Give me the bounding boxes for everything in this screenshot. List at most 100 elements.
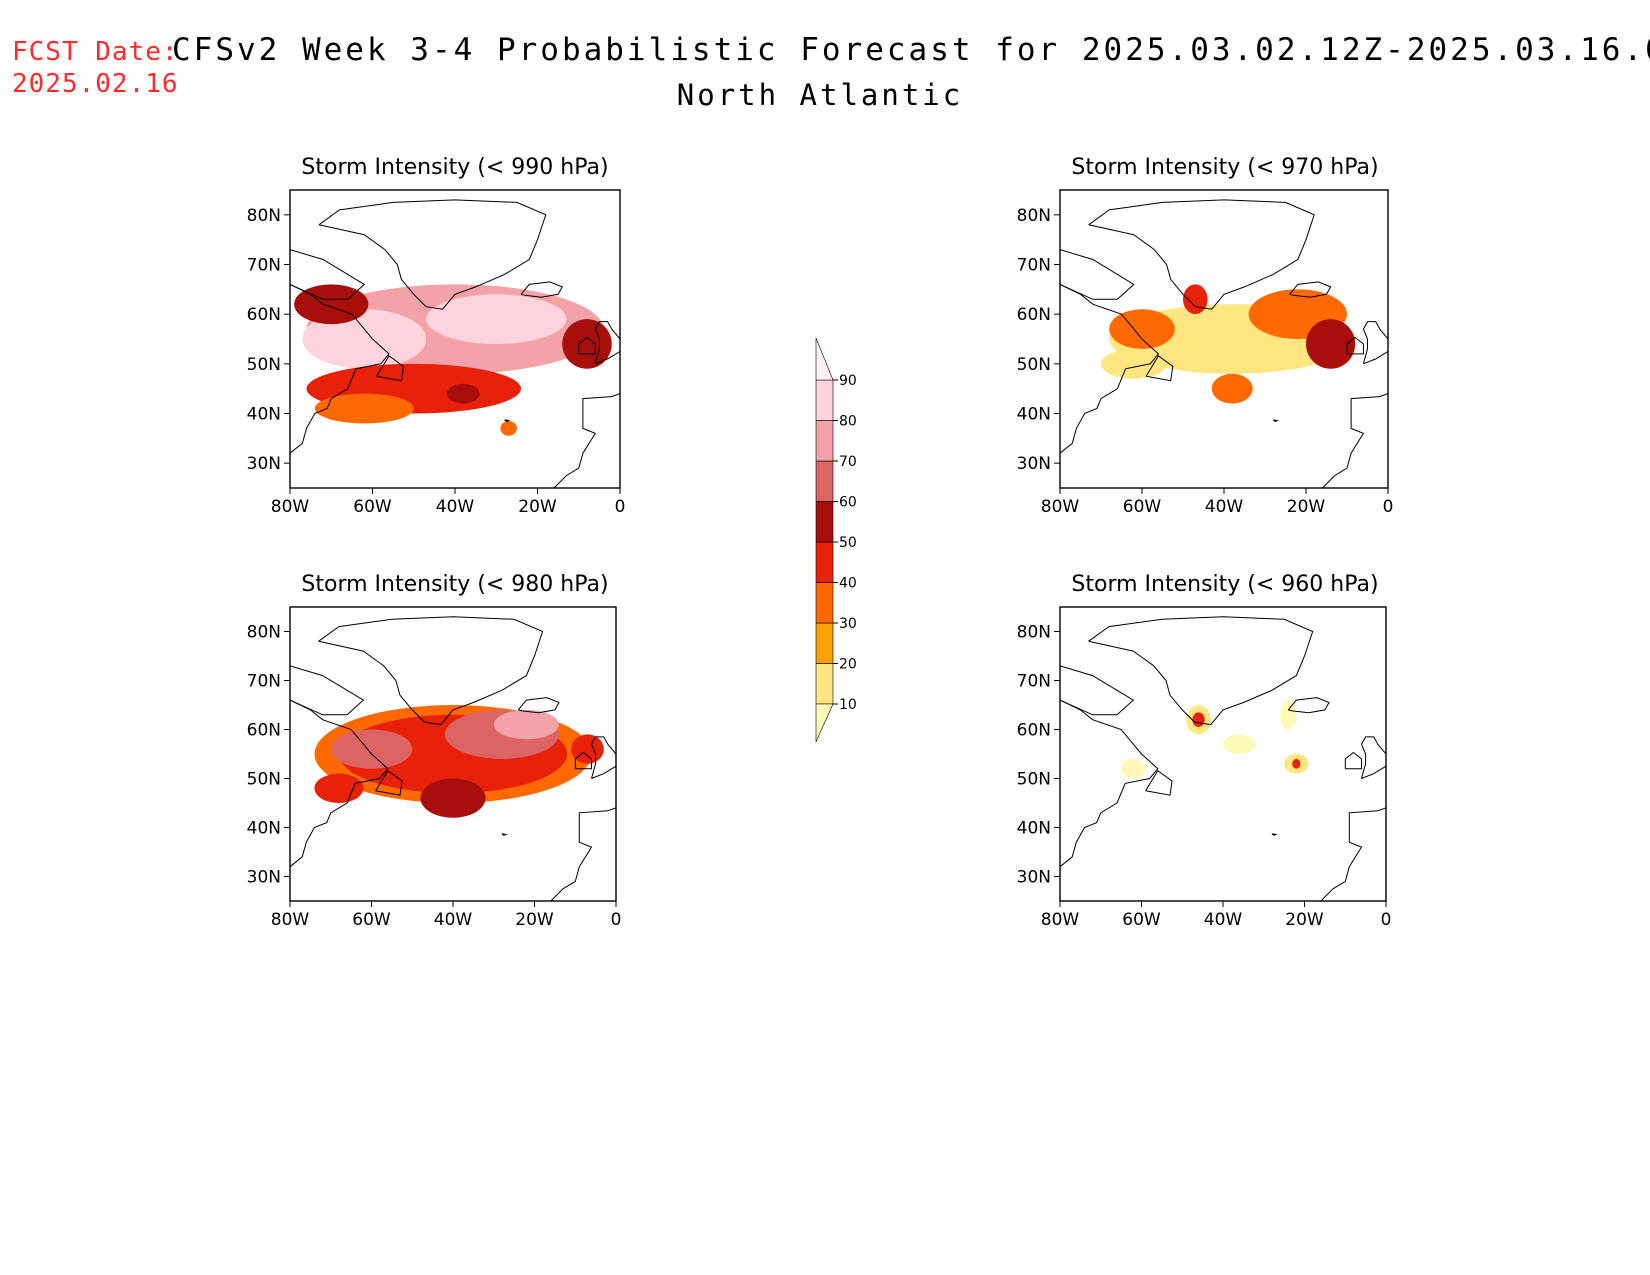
page-title: CFSv2 Week 3-4 Probabilistic Forecast fo…: [172, 32, 1650, 68]
colorbar-label: 80: [839, 414, 857, 430]
colorbar-label: 40: [839, 576, 857, 592]
lon-tick-label: 20W: [518, 497, 557, 517]
colorbar-label: 50: [839, 535, 857, 551]
lon-tick-label: 0: [1383, 497, 1394, 517]
colorbar-swatch: [815, 582, 834, 624]
forecast-date-block: FCST Date: 2025.02.16: [12, 36, 179, 100]
lat-tick-label: 50N: [1017, 770, 1051, 790]
probability-contour: [314, 773, 364, 803]
probability-contour: [1292, 758, 1301, 769]
lat-tick-label: 80N: [247, 623, 281, 643]
lat-tick-label: 40N: [1017, 819, 1051, 839]
colorbar-swatch: [815, 420, 834, 462]
coastline: [1060, 199, 1388, 488]
lon-tick-label: 40W: [1204, 910, 1243, 930]
lat-tick-label: 60N: [1017, 721, 1051, 741]
colorbar-high-triangle: [815, 337, 834, 381]
probability-contour: [330, 729, 413, 769]
panel-title: Storm Intensity (< 990 hPa): [301, 155, 608, 180]
lon-tick-label: 0: [611, 910, 622, 930]
lat-tick-label: 70N: [247, 672, 281, 692]
probability-field: [294, 284, 612, 436]
coastline: [290, 616, 616, 901]
lat-tick-label: 70N: [247, 256, 281, 276]
lat-tick-label: 80N: [1017, 623, 1051, 643]
colorbar-swatch: [815, 501, 834, 543]
probability-contour: [1192, 712, 1205, 728]
probability-contour: [302, 309, 427, 369]
probability-contour: [1109, 309, 1175, 349]
colorbar-swatch: [815, 379, 834, 421]
map-panel: Storm Intensity (< 960 hPa) 80N 70N 60N 50N 4…: [1017, 572, 1392, 930]
lon-tick-label: 40W: [1205, 497, 1244, 517]
lat-tick-label: 40N: [247, 405, 281, 425]
probability-contour: [500, 420, 517, 436]
lat-tick-label: 30N: [1017, 868, 1051, 888]
colorbar-label: 60: [839, 495, 857, 511]
lon-tick-label: 40W: [434, 910, 473, 930]
forecast-date-value: 2025.02.16: [12, 69, 179, 99]
panel-title: Storm Intensity (< 960 hPa): [1071, 572, 1378, 597]
coastline: [1060, 616, 1386, 901]
probability-contour: [314, 393, 414, 424]
lon-tick-label: 80W: [271, 910, 310, 930]
colorbar: 10 20 30 40 50 60 70 80 90: [815, 337, 857, 743]
lon-tick-label: 0: [615, 497, 626, 517]
lat-tick-label: 60N: [247, 721, 281, 741]
lon-tick-label: 60W: [352, 910, 391, 930]
probability-contour: [1280, 700, 1297, 730]
lon-tick-label: 20W: [1287, 497, 1326, 517]
forecast-date-label: FCST Date:: [12, 37, 179, 67]
lat-tick-label: 60N: [247, 305, 281, 325]
lon-tick-label: 80W: [1041, 910, 1080, 930]
lat-tick-label: 80N: [1017, 206, 1051, 226]
region-subtitle: North Atlantic: [676, 78, 964, 112]
map-panel: Storm Intensity (< 990 hPa) 80N 70N 60N 50N 4…: [247, 155, 626, 517]
colorbar-label: 30: [839, 616, 857, 632]
map-panel: Storm Intensity (< 980 hPa) 80N 70N 60N 50N 4…: [247, 572, 622, 930]
probability-contour: [420, 778, 486, 818]
lon-tick-label: 20W: [515, 910, 554, 930]
lat-tick-label: 40N: [1017, 405, 1051, 425]
lat-tick-label: 30N: [247, 454, 281, 474]
probability-contour: [446, 383, 480, 404]
probability-contour: [1101, 348, 1167, 379]
panel-title: Storm Intensity (< 970 hPa): [1071, 155, 1378, 180]
lon-tick-label: 0: [1381, 910, 1392, 930]
probability-contour: [1121, 758, 1146, 779]
lat-tick-label: 50N: [247, 770, 281, 790]
probability-contour: [571, 734, 604, 764]
lat-tick-label: 30N: [247, 868, 281, 888]
lon-tick-label: 60W: [353, 497, 392, 517]
coastline: [290, 199, 620, 488]
probability-field: [314, 705, 604, 818]
lon-tick-label: 40W: [436, 497, 475, 517]
lat-tick-label: 50N: [247, 355, 281, 375]
map-frame: [1059, 606, 1387, 902]
lat-tick-label: 30N: [1017, 454, 1051, 474]
panel-title: Storm Intensity (< 980 hPa): [301, 572, 608, 597]
probability-contour: [1183, 284, 1208, 315]
lon-tick-label: 80W: [1041, 497, 1080, 517]
probability-contour: [1211, 373, 1253, 404]
map-panel: Storm Intensity (< 970 hPa) 80N 70N 60N 50N 4…: [1017, 155, 1394, 517]
probability-contour: [562, 319, 612, 369]
lat-tick-label: 70N: [1017, 256, 1051, 276]
colorbar-swatch: [815, 460, 834, 502]
lon-tick-label: 20W: [1285, 910, 1324, 930]
colorbar-swatch: [815, 622, 834, 664]
probability-contour: [1306, 319, 1356, 369]
colorbar-label: 70: [839, 454, 857, 470]
lat-tick-label: 70N: [1017, 672, 1051, 692]
lat-tick-label: 60N: [1017, 305, 1051, 325]
lat-tick-label: 40N: [247, 819, 281, 839]
probability-contour: [493, 709, 559, 740]
lat-tick-label: 50N: [1017, 355, 1051, 375]
probability-contour: [426, 294, 567, 344]
colorbar-label: 20: [839, 657, 857, 673]
lon-tick-label: 60W: [1123, 497, 1162, 517]
colorbar-swatch: [815, 663, 834, 705]
lon-tick-label: 80W: [271, 497, 310, 517]
colorbar-swatch: [815, 541, 834, 583]
colorbar-label: 10: [839, 697, 857, 713]
